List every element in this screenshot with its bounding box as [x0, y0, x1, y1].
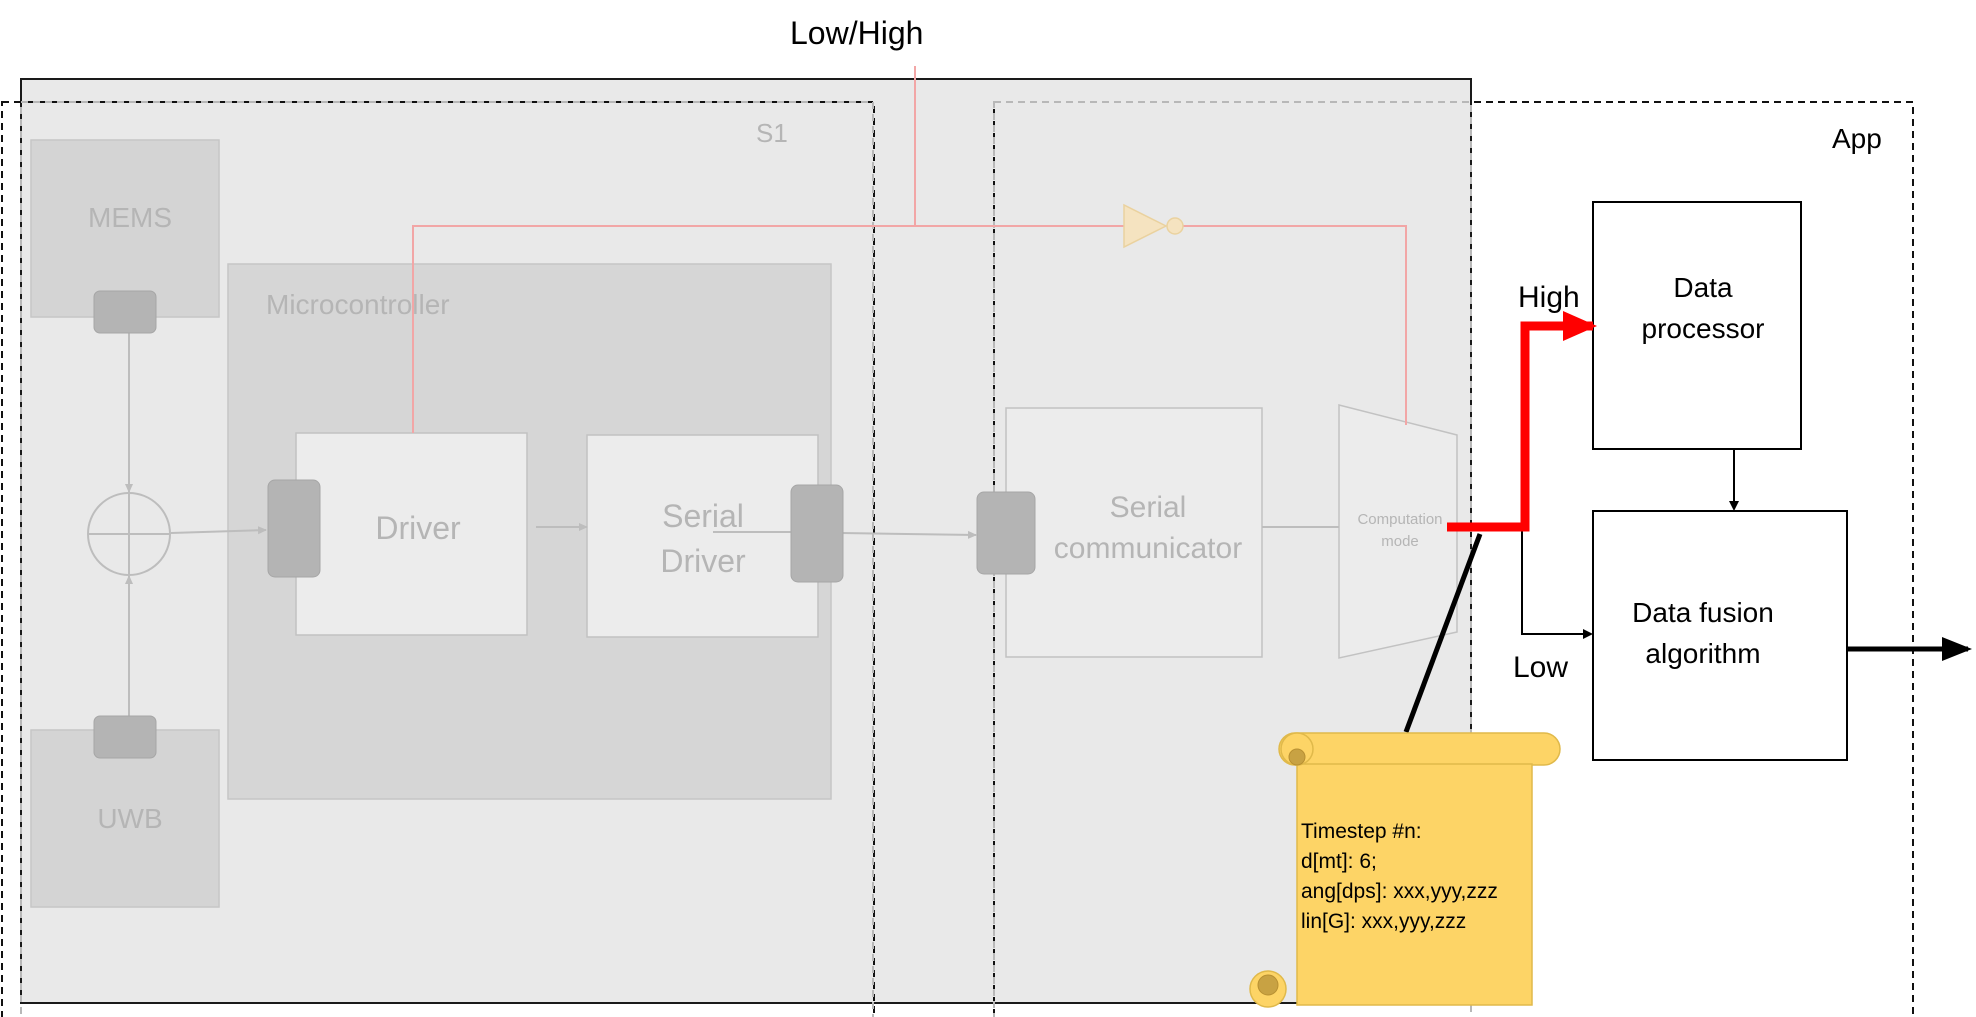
- microcontroller-label: Microcontroller: [266, 289, 450, 320]
- uwb-connector: [93, 715, 157, 759]
- low-high-label: Low/High: [790, 15, 923, 51]
- note-pointer-line: [1403, 533, 1483, 733]
- serial-communicator-connector: [976, 491, 1036, 575]
- data-processor-label-2: processor: [1642, 313, 1765, 344]
- high-label: High: [1518, 281, 1580, 314]
- data-processor-label-1: Data: [1673, 272, 1733, 303]
- serial-driver-connector: [790, 484, 844, 583]
- computation-mode-mux: [1338, 404, 1458, 659]
- driver-connector: [267, 479, 321, 578]
- computation-mode-label-1: Computation: [1357, 511, 1442, 528]
- serial-driver-block: [586, 434, 819, 638]
- inverter-bubble: [1166, 217, 1184, 235]
- timestep-note: Timestep #n: d[mt]: 6; ang[dps]: xxx,yyy…: [1249, 732, 1561, 1008]
- mems-connector: [93, 290, 157, 334]
- computation-mode-label-2: mode: [1381, 533, 1419, 550]
- control-line-to-driver: [412, 225, 915, 433]
- sensor-boundary: [1, 101, 875, 1017]
- s1-inner-boundary: [20, 101, 874, 1017]
- app-label: App: [1832, 123, 1882, 154]
- sum-to-driver: [170, 526, 267, 535]
- serial-driver-label-2: Driver: [660, 543, 746, 579]
- note-line-4: lin[G]: xxx,yyy,zzz: [1301, 910, 1466, 933]
- serial-communicator-label-2: communicator: [1054, 532, 1242, 565]
- driver-label: Driver: [375, 510, 461, 546]
- low-label: Low: [1513, 651, 1568, 684]
- data-fusion-block: [1592, 510, 1848, 761]
- uwb-block: [30, 729, 220, 908]
- inverter-icon: [1123, 203, 1168, 249]
- data-fusion-label-1: Data fusion: [1632, 597, 1774, 628]
- serial-driver-label-1: Serial: [662, 498, 744, 534]
- serial-communicator-block: [1005, 407, 1263, 658]
- high-path-arrow: [1447, 311, 1597, 532]
- serial-communicator-label-1: Serial: [1110, 491, 1187, 524]
- serial-driver-to-communicator: [841, 530, 977, 539]
- note-line-2: d[mt]: 6;: [1301, 850, 1377, 873]
- note-line-3: ang[dps]: xxx,yyy,zzz: [1301, 880, 1498, 903]
- mems-label: MEMS: [88, 202, 172, 233]
- low-path-arrow: [1521, 531, 1593, 639]
- uwb-label: UWB: [97, 803, 162, 834]
- control-line-to-mux: [1183, 225, 1407, 425]
- mems-block: [30, 139, 220, 318]
- data-processor-block: [1592, 201, 1802, 450]
- data-fusion-label-2: algorithm: [1645, 638, 1760, 669]
- note-line-1: Timestep #n:: [1301, 820, 1422, 843]
- s1-label: S1: [756, 118, 788, 148]
